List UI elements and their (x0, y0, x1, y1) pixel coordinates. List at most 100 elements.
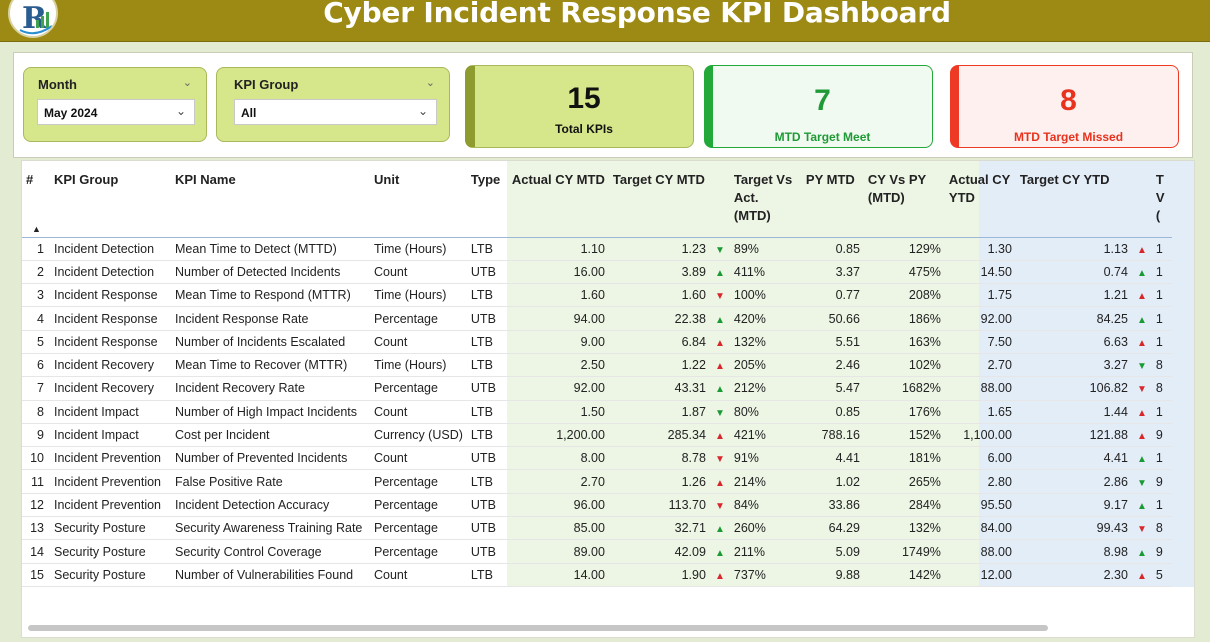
table-cell-unit: Percentage (370, 516, 467, 541)
table-cell-target-cy-mtd: 1.22 (608, 353, 710, 378)
chevron-down-icon[interactable]: ⌄ (425, 77, 435, 89)
table-row[interactable]: 7 Incident Recovery Incident Recovery Rate… (22, 376, 1172, 401)
col-header-cy-vs-py-mtd[interactable]: CY Vs PY (MTD) (863, 161, 945, 238)
indicator-cell: ▲ (1131, 306, 1152, 331)
table-cell-kpi-group: Incident Detection (50, 237, 171, 261)
table-row[interactable]: 11 Incident Prevention False Positive Rate… (22, 469, 1172, 494)
triangle-up-icon: ▲ (1136, 454, 1147, 466)
kpi-group-slicer[interactable]: KPI Group ⌄ All ⌄ (216, 67, 450, 142)
table-cell-target-cy-ytd: 2.86 (1015, 469, 1132, 494)
col-header-target-vs-act-mtd[interactable]: Target Vs Act. (MTD) (729, 161, 802, 238)
col-header-actual-cy-mtd[interactable]: Actual CY MTD (507, 161, 609, 238)
triangle-up-icon: ▲ (1136, 337, 1147, 349)
table-cell-target-cy-ytd: 106.82 (1015, 376, 1132, 401)
table-row[interactable]: 1 Incident Detection Mean Time to Detect (… (22, 237, 1172, 261)
triangle-up-icon: ▲ (714, 570, 725, 582)
table-cell-actual-cy-ytd: 88.00 (944, 539, 1016, 564)
table-row[interactable]: 12 Incident Prevention Incident Detection … (22, 493, 1172, 518)
table-cell-type: LTB (466, 423, 508, 448)
col-header-indicator-ytd[interactable] (1131, 161, 1152, 238)
table-cell-index: 1 (22, 237, 50, 261)
triangle-up-icon: ▲ (714, 314, 725, 326)
table-row[interactable]: 9 Incident Impact Cost per Incident Currenc… (22, 423, 1172, 448)
table-cell-index: 3 (22, 283, 50, 308)
col-header-target-cy-ytd[interactable]: Target CY YTD (1015, 161, 1132, 238)
dropdown-arrow-icon[interactable]: ⌄ (417, 104, 428, 118)
table-cell-kpi-group: Incident Response (50, 306, 171, 331)
indicator-cell: ▲ (709, 469, 730, 494)
table-cell-target-vs-act-ytd: 9 (1151, 469, 1172, 494)
col-header-actual-cy-ytd[interactable]: Actual CY YTD (944, 161, 1016, 238)
table-row[interactable]: 13 Security Posture Security Awareness Tra… (22, 516, 1172, 541)
table-cell-target-cy-mtd: 6.84 (608, 330, 710, 354)
table-cell-kpi-name: Cost per Incident (171, 423, 370, 448)
table-cell-target-vs-act-mtd: 80% (729, 400, 802, 424)
indicator-cell: ▲ (1131, 446, 1152, 471)
triangle-up-icon: ▲ (714, 524, 725, 536)
mtd-target-meet-label: MTD Target Meet (774, 130, 871, 144)
col-header-indicator-mtd[interactable] (709, 161, 730, 238)
table-cell-actual-cy-ytd: 6.00 (944, 446, 1016, 471)
table-cell-py-mtd: 33.86 (801, 493, 864, 518)
col-header-unit[interactable]: Unit (370, 161, 467, 238)
table-row[interactable]: 5 Incident Response Number of Incidents Es… (22, 330, 1172, 354)
col-header-py-mtd[interactable]: PY MTD (801, 161, 864, 238)
table-cell-target-vs-act-mtd: 100% (729, 283, 802, 308)
mtd-target-meet-card: 7 MTD Target Meet (704, 65, 933, 148)
col-header-kpi-name[interactable]: KPI Name (171, 161, 370, 238)
table-cell-kpi-name: Security Control Coverage (171, 539, 370, 564)
table-row[interactable]: 2 Incident Detection Number of Detected In… (22, 260, 1172, 285)
table-row[interactable]: 6 Incident Recovery Mean Time to Recover (… (22, 353, 1172, 378)
table-row[interactable]: 10 Incident Prevention Number of Prevented… (22, 446, 1172, 471)
col-header-type[interactable]: Type (466, 161, 508, 238)
table-cell-target-cy-ytd: 1.44 (1015, 400, 1132, 424)
table-cell-py-mtd: 1.02 (801, 469, 864, 494)
table-cell-kpi-group: Security Posture (50, 563, 171, 587)
indicator-cell: ▲ (1131, 400, 1152, 424)
table-cell-cy-vs-py-mtd: 181% (863, 446, 945, 471)
table-cell-actual-cy-ytd: 88.00 (944, 376, 1016, 401)
total-kpis-card: 15 Total KPIs (465, 65, 694, 148)
table-header-row: # KPI Group KPI Name Unit Type Actual CY… (22, 161, 1172, 238)
sort-ascending-icon[interactable]: ▲ (32, 224, 41, 234)
table-cell-actual-cy-mtd: 89.00 (507, 539, 609, 564)
col-header-kpi-group[interactable]: KPI Group (50, 161, 171, 238)
table-cell-target-vs-act-ytd: 9 (1151, 539, 1172, 564)
month-dropdown[interactable]: May 2024 ⌄ (37, 99, 195, 125)
table-cell-kpi-group: Incident Recovery (50, 353, 171, 378)
table-cell-target-cy-ytd: 3.27 (1015, 353, 1132, 378)
dropdown-arrow-icon[interactable]: ⌄ (175, 104, 186, 118)
col-header-index[interactable]: # (22, 161, 50, 238)
table-cell-actual-cy-ytd: 7.50 (944, 330, 1016, 354)
table-row[interactable]: 8 Incident Impact Number of High Impact In… (22, 400, 1172, 424)
table-cell-target-vs-act-mtd: 205% (729, 353, 802, 378)
month-slicer[interactable]: Month ⌄ May 2024 ⌄ (23, 67, 207, 142)
table-row[interactable]: 3 Incident Response Mean Time to Respond (… (22, 283, 1172, 308)
table-cell-kpi-group: Security Posture (50, 516, 171, 541)
table-cell-py-mtd: 788.16 (801, 423, 864, 448)
col-header-target-cy-mtd[interactable]: Target CY MTD (608, 161, 710, 238)
table-cell-actual-cy-mtd: 92.00 (507, 376, 609, 401)
col-header-target-vs-act-ytd[interactable]: T V ( (1151, 161, 1172, 238)
horizontal-scrollbar[interactable] (28, 625, 1048, 631)
table-row[interactable]: 15 Security Posture Number of Vulnerabilit… (22, 563, 1172, 587)
table-cell-kpi-name: Number of Prevented Incidents (171, 446, 370, 471)
table-row[interactable]: 4 Incident Response Incident Response Rate… (22, 306, 1172, 331)
triangle-down-icon: ▼ (714, 291, 725, 303)
indicator-cell: ▲ (1131, 283, 1152, 308)
kpi-group-dropdown-value: All (241, 106, 257, 120)
table-cell-actual-cy-mtd: 1.10 (507, 237, 609, 261)
indicator-cell: ▼ (1131, 469, 1152, 494)
total-kpis-label: Total KPIs (555, 122, 613, 136)
indicator-cell: ▲ (1131, 423, 1152, 448)
triangle-up-icon: ▲ (1136, 267, 1147, 279)
indicator-cell: ▲ (709, 539, 730, 564)
chevron-down-icon[interactable]: ⌄ (182, 77, 192, 89)
table-cell-target-vs-act-ytd: 1 (1151, 260, 1172, 285)
triangle-down-icon: ▼ (1136, 384, 1147, 396)
table-cell-kpi-group: Incident Prevention (50, 446, 171, 471)
table-cell-actual-cy-mtd: 9.00 (507, 330, 609, 354)
table-row[interactable]: 14 Security Posture Security Control Cover… (22, 539, 1172, 564)
kpi-group-dropdown[interactable]: All ⌄ (234, 99, 437, 125)
indicator-cell: ▲ (1131, 237, 1152, 261)
